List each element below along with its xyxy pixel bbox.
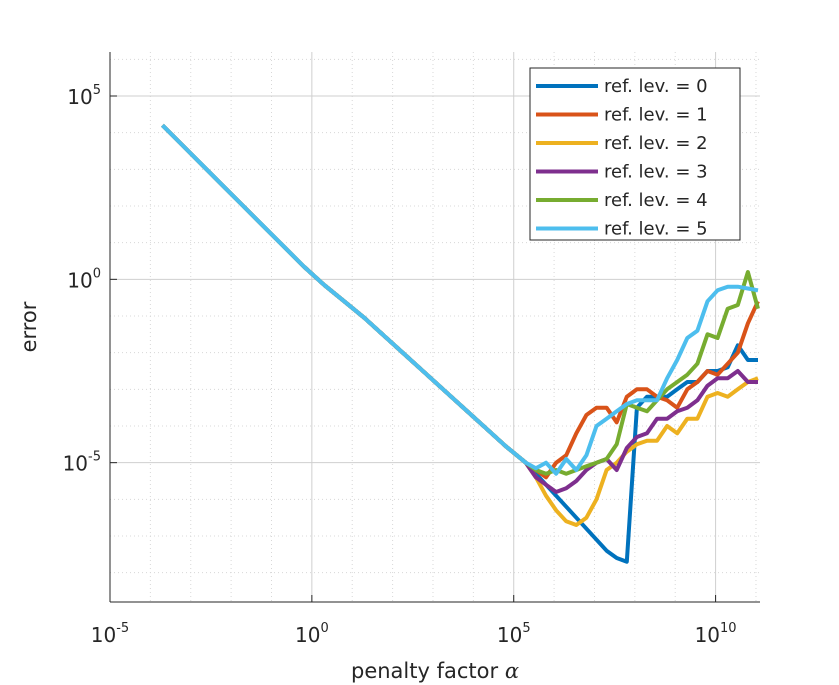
x-tick-label: 100 [295, 621, 329, 647]
legend-label-2: ref. lev. = 2 [604, 133, 708, 154]
y-tick-label: 10-5 [63, 450, 101, 476]
legend-box [529, 67, 741, 241]
legend-label-1: ref. lev. = 1 [604, 105, 708, 126]
x-tick-label: 105 [497, 621, 531, 647]
y-axis-label: error [17, 301, 41, 352]
axes-box [109, 52, 760, 603]
y-tick-label: 100 [67, 266, 101, 292]
x-axis-label-text: penalty factor [351, 659, 498, 683]
legend-label-0: ref. lev. = 0 [604, 76, 708, 97]
series-line-5 [161, 123, 759, 476]
y-tick-label: 105 [67, 83, 101, 109]
x-tick-label: 10-5 [91, 621, 129, 647]
legend: ref. lev. = 0 ref. lev. = 1 ref. lev. = 2 r… [529, 67, 741, 241]
tick-labels: 10-5 100 105 1010 105 100 10-5 [63, 83, 737, 647]
legend-label-4: ref. lev. = 4 [604, 190, 708, 211]
x-tick-label: 1010 [695, 621, 737, 647]
legend-label-5: ref. lev. = 5 [604, 219, 708, 240]
x-axis-symbol: α [505, 659, 519, 683]
x-axis-label: penalty factor α [351, 659, 519, 683]
series-lines [161, 123, 760, 564]
legend-label-3: ref. lev. = 3 [604, 162, 708, 183]
